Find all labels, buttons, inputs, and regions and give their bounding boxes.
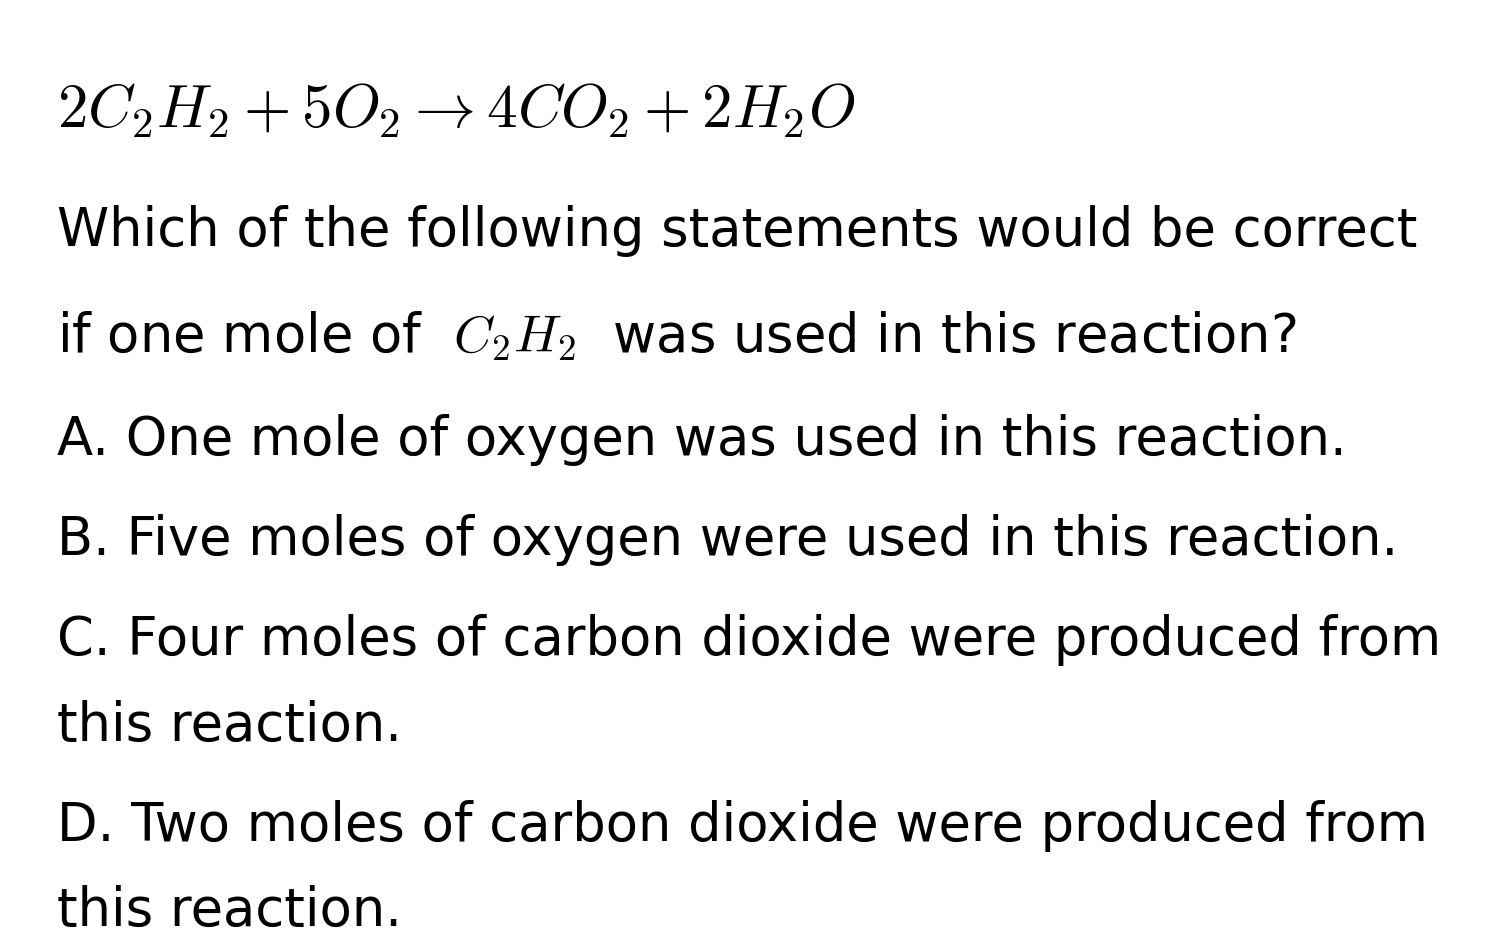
Text: A. One mole of oxygen was used in this reaction.: A. One mole of oxygen was used in this r…: [57, 414, 1347, 466]
Text: $2C_2H_2 + 5O_2 \rightarrow 4CO_2 + 2H_2O$: $2C_2H_2 + 5O_2 \rightarrow 4CO_2 + 2H_2…: [57, 81, 855, 141]
Text: if one mole of  $C_2H_2$  was used in this reaction?: if one mole of $C_2H_2$ was used in this…: [57, 309, 1296, 364]
Text: this reaction.: this reaction.: [57, 885, 402, 938]
Text: B. Five moles of oxygen were used in this reaction.: B. Five moles of oxygen were used in thi…: [57, 514, 1398, 566]
Text: D. Two moles of carbon dioxide were produced from: D. Two moles of carbon dioxide were prod…: [57, 800, 1428, 852]
Text: C. Four moles of carbon dioxide were produced from: C. Four moles of carbon dioxide were pro…: [57, 614, 1442, 666]
Text: this reaction.: this reaction.: [57, 700, 402, 752]
Text: Which of the following statements would be correct: Which of the following statements would …: [57, 205, 1417, 257]
